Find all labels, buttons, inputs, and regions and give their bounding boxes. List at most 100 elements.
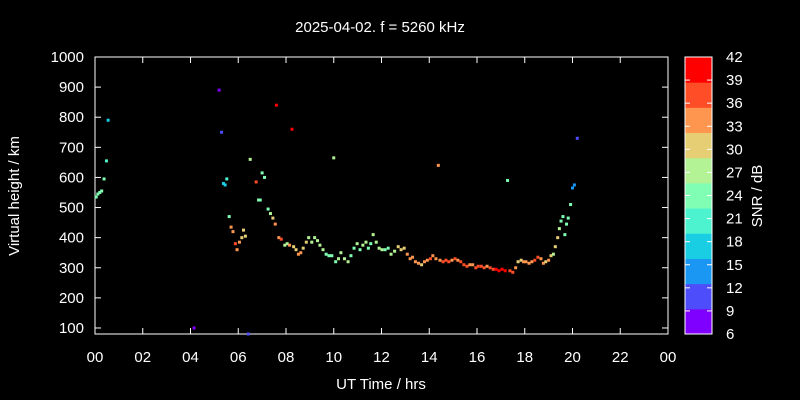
data-point [425,258,429,262]
colorbar-label: SNR / dB [749,165,766,228]
x-tick-label: 22 [612,349,629,366]
plot-area-frame [94,56,669,335]
data-point [364,240,368,244]
data-point [301,246,305,250]
data-point [386,246,390,250]
x-axis-label: UT Time / hrs [336,376,426,393]
data-point [248,157,252,161]
data-point [557,227,561,231]
data-point [292,245,296,249]
data-point [541,261,545,265]
data-point [434,257,438,261]
data-point [462,263,466,267]
data-point [266,207,270,211]
data-point [374,240,378,244]
data-point [482,266,486,270]
data-point [468,263,472,267]
data-point [544,260,548,264]
x-axis-ticks: 00 02 04 06 08 10 12 14 16 18 20 22 00 [87,57,677,366]
colorbar-tick-label: 6 [726,326,734,343]
colorbar-tick-label: 33 [726,118,743,135]
colorbar-segment [685,308,712,335]
data-point [549,254,553,258]
data-point [349,254,353,258]
data-point [514,266,518,270]
data-point [277,236,281,240]
data-point [539,257,543,261]
data-point [332,156,336,160]
data-point [516,260,520,264]
data-point [235,248,239,252]
colorbar-tick-label: 21 [726,211,743,228]
colorbar-segment [685,208,712,234]
data-point [243,234,247,238]
data-point [217,88,221,92]
x-tick-label: 14 [421,349,438,366]
data-point [441,260,445,264]
data-point [106,118,110,122]
data-point [444,258,448,262]
data-point [408,257,412,261]
data-point [352,246,356,250]
data-point [258,198,262,202]
data-point [327,254,331,258]
data-point [393,249,397,253]
data-point [257,198,261,202]
y-tick-label: 300 [59,260,84,277]
data-point [522,260,526,264]
data-point [491,267,495,271]
data-point [318,243,322,247]
data-point [371,233,375,237]
data-point [296,252,300,256]
data-point [223,183,227,187]
data-point [553,245,557,249]
data-point [533,258,537,262]
data-point [431,254,435,258]
data-point [263,175,267,179]
data-point [559,219,563,223]
data-point [240,236,244,240]
data-point [459,260,463,264]
y-axis-ticks: 100 200 300 400 500 600 700 800 900 1000 [51,49,668,337]
data-point [500,267,504,271]
colorbar-tick-label: 15 [726,257,743,274]
colorbar-segment [685,82,712,108]
colorbar: 6 9 12 15 18 21 24 27 30 33 36 39 42 [684,49,743,343]
data-point [334,260,338,264]
data-point [471,263,475,267]
data-point [100,189,104,193]
data-point [221,181,225,185]
x-tick-label: 18 [516,349,533,366]
colorbar-segment [685,57,712,83]
data-point [242,228,246,232]
x-tick-label: 00 [660,349,677,366]
data-point [389,252,393,256]
data-point [524,260,528,264]
data-point [231,230,235,234]
data-point [316,239,320,243]
data-point [358,248,362,252]
colorbar-tick-label: 12 [726,280,743,297]
data-point [536,255,540,259]
data-point [565,222,569,226]
data-point [572,183,576,187]
x-tick-label: 00 [87,349,104,366]
data-point [377,246,381,250]
data-point [246,332,250,336]
y-tick-label: 200 [59,290,84,307]
y-tick-label: 100 [59,320,84,337]
colorbar-tick-label: 18 [726,234,743,251]
data-point [324,252,328,256]
data-point [519,258,523,262]
data-point [361,243,365,247]
data-point [237,240,241,244]
x-tick-label: 10 [325,349,342,366]
y-tick-label: 600 [59,169,84,186]
data-point [380,248,384,252]
data-point [288,243,292,247]
x-tick-label: 02 [134,349,151,366]
x-tick-label: 12 [373,349,390,366]
y-tick-label: 800 [59,109,84,126]
colorbar-tick-label: 27 [726,164,743,181]
colorbar-tick-label: 30 [726,141,743,158]
